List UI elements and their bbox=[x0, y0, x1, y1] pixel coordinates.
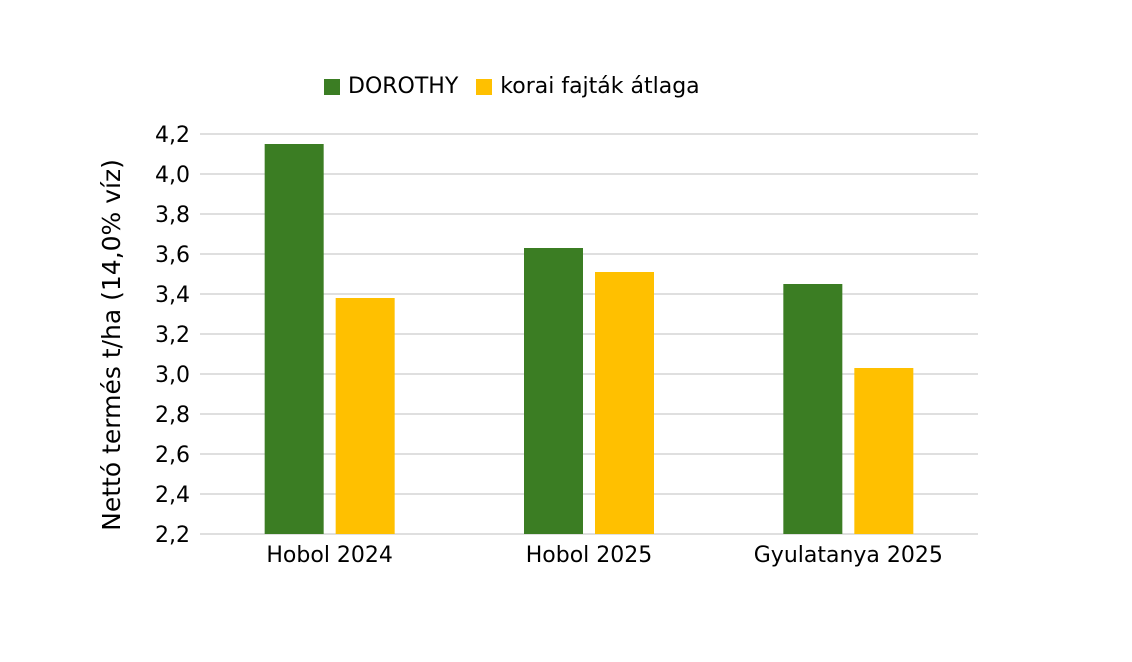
y-tick-label: 4,0 bbox=[155, 163, 190, 188]
legend-item-dorothy: DOROTHY bbox=[324, 74, 458, 99]
bar-dorothy-0 bbox=[264, 144, 324, 534]
bars bbox=[264, 144, 914, 534]
y-tick-label: 3,4 bbox=[155, 283, 190, 308]
x-tick-label: Hobol 2024 bbox=[266, 543, 393, 568]
bar-dorothy-1 bbox=[524, 248, 583, 534]
y-tick-label: 3,6 bbox=[155, 243, 190, 268]
legend-label-dorothy: DOROTHY bbox=[348, 74, 459, 99]
legend-swatch-dorothy bbox=[324, 78, 340, 95]
x-tick-label: Gyulatanya 2025 bbox=[754, 543, 943, 568]
legend-item-korai: korai fajták átlaga bbox=[476, 74, 700, 99]
y-tick-label: 2,6 bbox=[155, 443, 190, 468]
bar-korai-1 bbox=[595, 272, 654, 534]
y-tick-label: 2,8 bbox=[155, 403, 190, 428]
y-tick-label: 3,2 bbox=[155, 323, 190, 348]
gridlines bbox=[200, 133, 978, 535]
bar-korai-2 bbox=[854, 368, 914, 534]
legend-label-korai: korai fajták átlaga bbox=[500, 74, 700, 99]
y-tick-label: 2,2 bbox=[155, 523, 190, 548]
y-tick-label: 4,2 bbox=[155, 123, 190, 148]
y-tick-label: 3,0 bbox=[155, 363, 190, 388]
y-axis-title: Nettó termés t/ha (14,0% víz) bbox=[97, 159, 126, 531]
y-axis-ticks: 4,2 4,0 3,8 3,6 3,4 3,2 3,0 2,8 2,6 2,4 2,2 bbox=[155, 123, 190, 548]
x-axis-ticks: Hobol 2024 Hobol 2025 Gyulatanya 2025 bbox=[266, 543, 943, 568]
legend: DOROTHY korai fajták átlaga bbox=[324, 74, 718, 99]
bar-korai-0 bbox=[335, 298, 395, 534]
x-tick-label: Hobol 2025 bbox=[526, 543, 653, 568]
legend-swatch-korai bbox=[476, 78, 493, 95]
y-tick-label: 3,8 bbox=[155, 203, 190, 228]
y-tick-label: 2,4 bbox=[155, 483, 190, 508]
bar-dorothy-2 bbox=[783, 284, 843, 534]
